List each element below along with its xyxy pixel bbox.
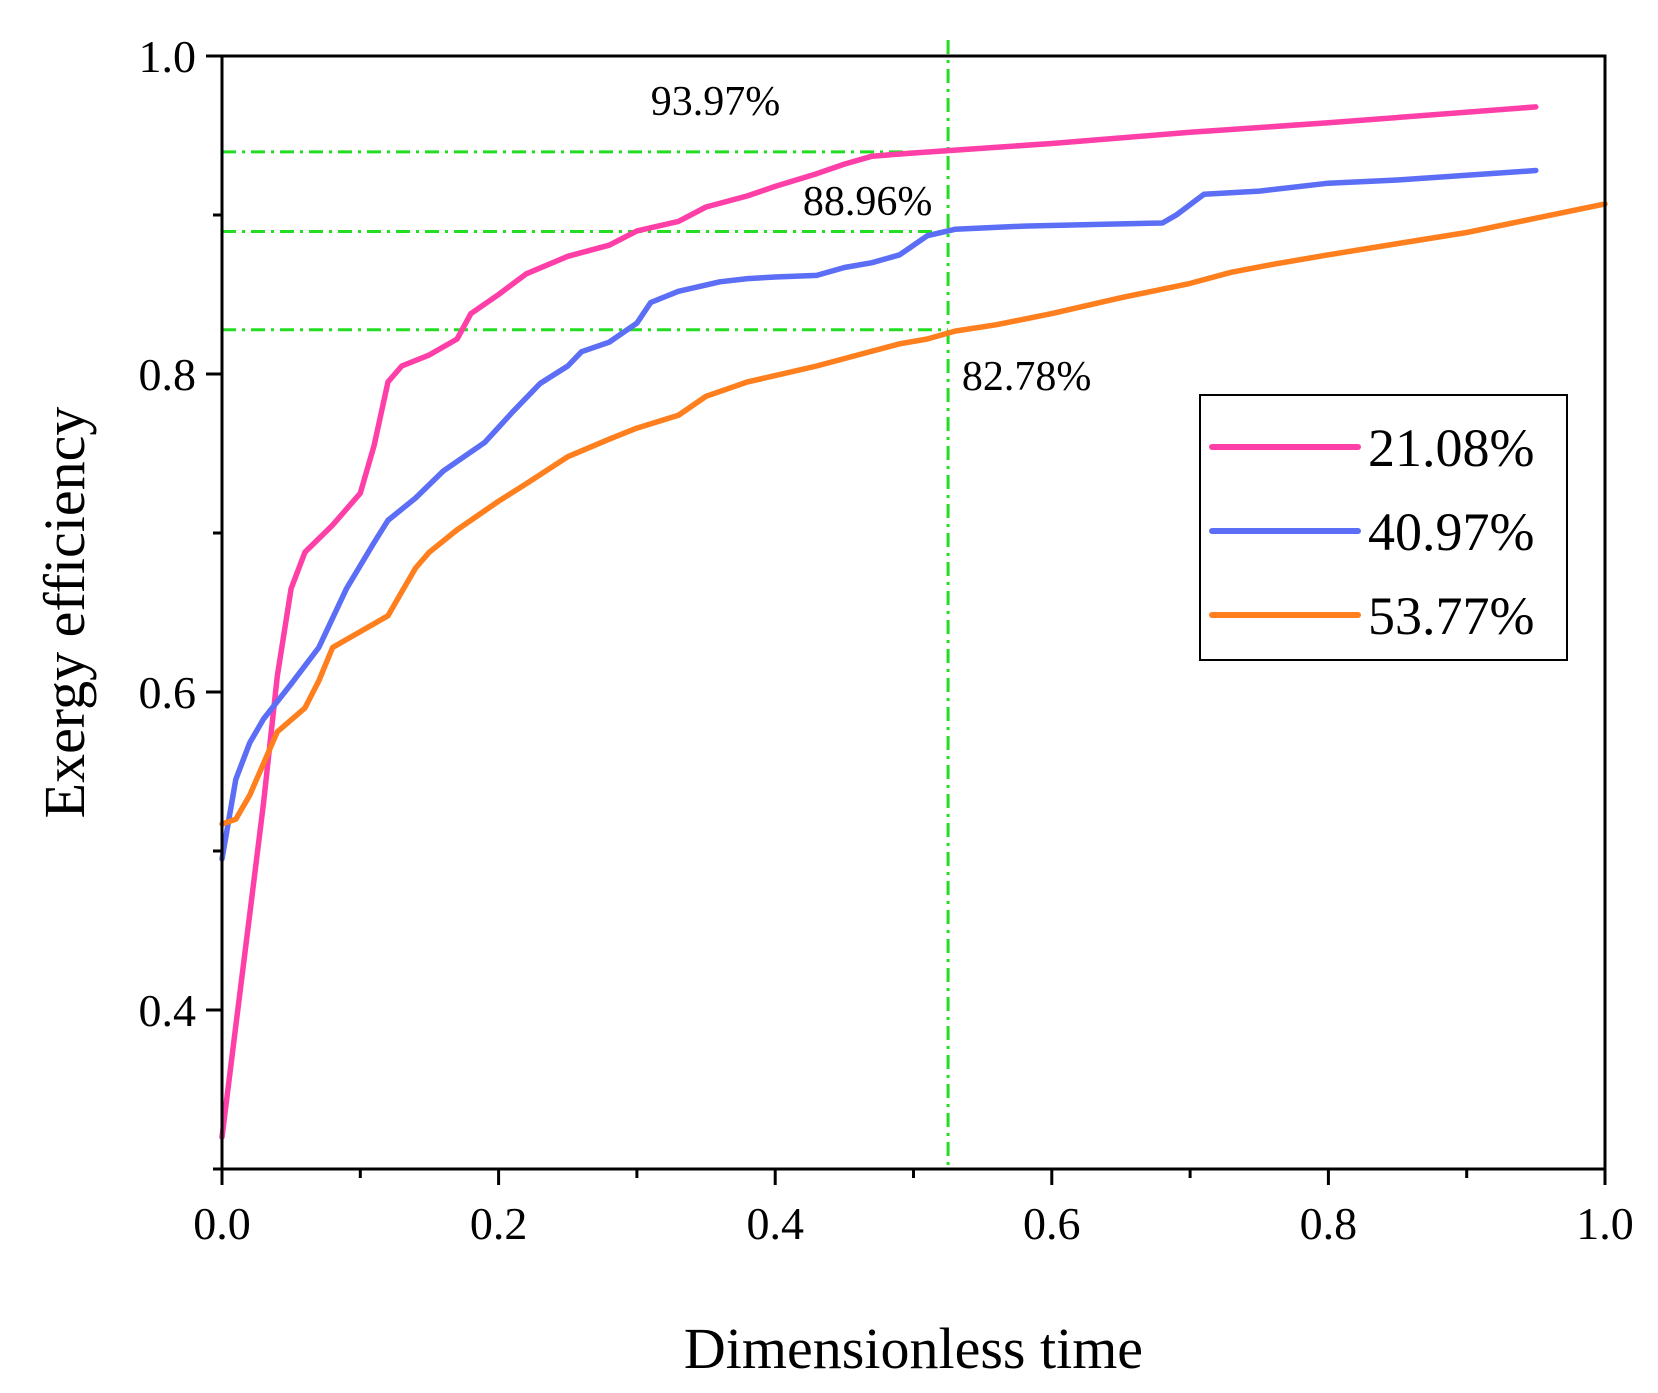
- y-tick-label: 0.6: [139, 667, 197, 718]
- x-tick-label: 0.4: [746, 1198, 804, 1249]
- legend-label-1: 40.97%: [1368, 502, 1534, 562]
- legend: 21.08% 40.97% 53.77%: [1199, 394, 1568, 661]
- series-lines: [219, 104, 1608, 1140]
- x-tick-label: 0.2: [470, 1198, 528, 1249]
- y-tick-label: 1.0: [139, 31, 197, 82]
- x-tick-label: 0.6: [1023, 1198, 1081, 1249]
- series-line-0: [219, 104, 1539, 1140]
- series-line-1: [219, 167, 1539, 862]
- y-tick-label: 0.4: [139, 985, 197, 1036]
- legend-label-2: 53.77%: [1368, 586, 1534, 646]
- annotation-1: 88.96%: [803, 179, 933, 225]
- series-line-2: [219, 201, 1608, 827]
- y-tick-label: 0.8: [139, 349, 197, 400]
- annotation-0: 93.97%: [651, 79, 781, 125]
- annotations: 93.97% 88.96% 82.78%: [651, 79, 1092, 400]
- x-tick-label: 0.8: [1300, 1198, 1358, 1249]
- y-axis-title: Exergy efficiency: [32, 407, 97, 819]
- annotation-2: 82.78%: [962, 354, 1092, 400]
- x-axis-title: Dimensionless time: [684, 1316, 1143, 1381]
- x-tick-label: 0.0: [193, 1198, 251, 1249]
- guide-lines: [222, 40, 950, 1169]
- x-tick-label: 1.0: [1576, 1198, 1634, 1249]
- legend-label-0: 21.08%: [1368, 418, 1534, 478]
- axis-ticks: 0.0 0.2 0.4 0.6 0.8 1.0 0.4 0.6 0.8 1.0: [139, 31, 1634, 1249]
